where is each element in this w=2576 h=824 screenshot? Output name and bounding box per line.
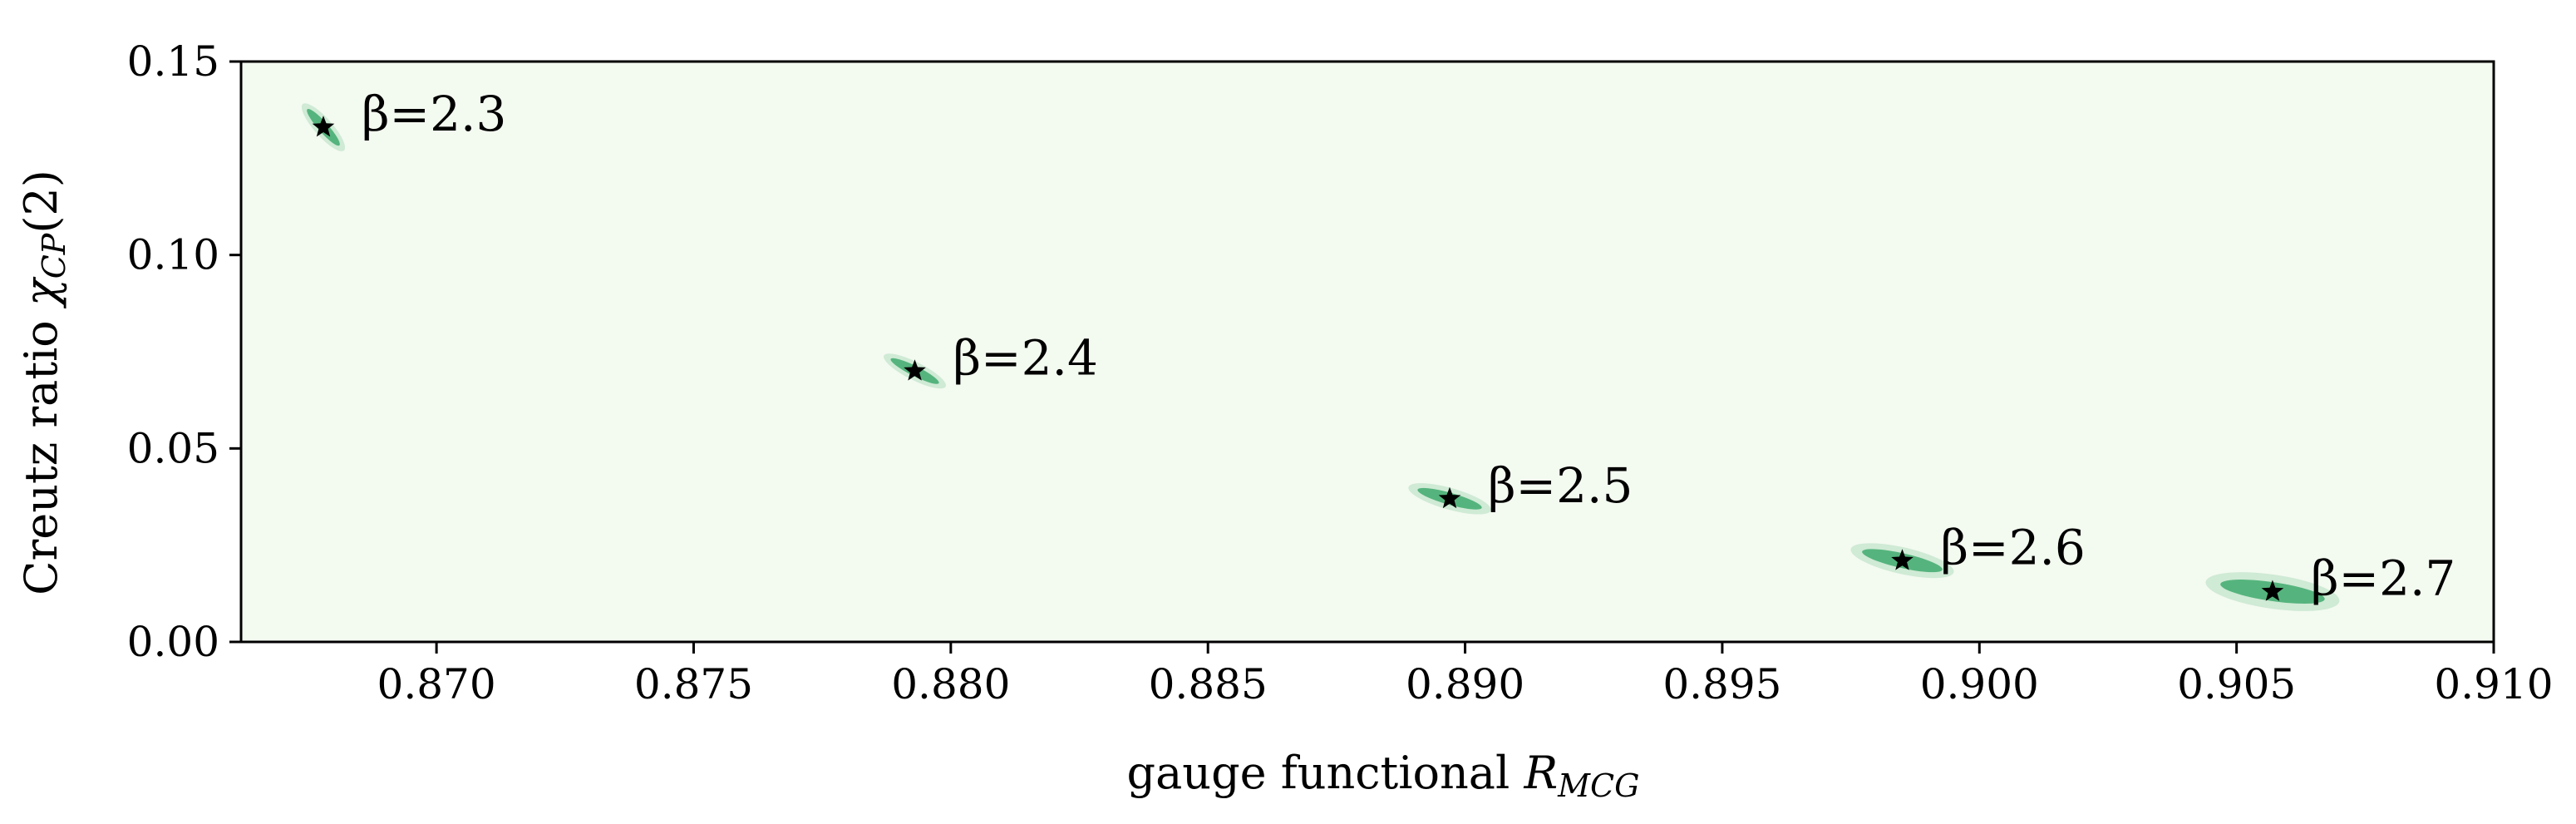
y-tick-label: 0.05 xyxy=(127,424,219,472)
x-axis-label: gauge functional RMCG xyxy=(1127,747,1640,804)
x-tick-label: 0.875 xyxy=(634,660,753,708)
point-labels: β=2.3 β=2.4 β=2.5 β=2.6 β=2.7 xyxy=(362,86,2455,606)
y-tick-label: 0.00 xyxy=(127,618,219,666)
x-axis-label-var: R xyxy=(1523,747,1558,799)
star-marker xyxy=(1438,486,1461,509)
star-marker xyxy=(312,116,335,137)
x-tick-label: 0.900 xyxy=(1920,660,2039,708)
y-axis-label-tail: (2) xyxy=(15,170,67,234)
beta-label: β=2.7 xyxy=(2311,550,2455,607)
beta-label: β=2.3 xyxy=(362,86,506,142)
plot-frame xyxy=(239,60,2495,644)
data-markers xyxy=(312,116,2284,601)
y-axis-label-var: χ xyxy=(15,276,67,309)
x-tick-label: 0.885 xyxy=(1149,660,1268,708)
x-tick-label: 0.905 xyxy=(2177,660,2296,708)
y-tick-label: 0.10 xyxy=(127,231,219,279)
x-axis-label-sub: MCG xyxy=(1557,767,1639,804)
star-marker xyxy=(2261,580,2284,601)
beta-label: β=2.6 xyxy=(1940,519,2085,575)
y-axis-label: Creutz ratio χCP(2) xyxy=(15,170,72,595)
y-tick-label: 0.15 xyxy=(127,37,219,86)
x-axis-label-main: gauge functional xyxy=(1127,747,1524,799)
x-tick-label: 0.890 xyxy=(1406,660,1524,708)
x-tick-label: 0.880 xyxy=(891,660,1010,708)
y-axis-label-main: Creutz ratio xyxy=(15,306,67,595)
star-marker xyxy=(904,359,926,381)
beta-label: β=2.4 xyxy=(953,329,1098,386)
x-axis-ticks: 0.870 0.875 0.880 0.885 0.890 0.895 0.900 0.905… xyxy=(377,642,2554,708)
beta-label: β=2.5 xyxy=(1488,457,1633,514)
x-tick-label: 0.910 xyxy=(2434,660,2553,708)
x-tick-label: 0.895 xyxy=(1662,660,1781,708)
y-axis-ticks: 0.00 0.05 0.10 0.15 xyxy=(127,37,241,666)
plot-background xyxy=(241,62,2494,642)
star-marker xyxy=(1891,549,1914,570)
x-tick-label: 0.870 xyxy=(377,660,496,708)
y-axis-label-sub: CP xyxy=(36,232,72,279)
